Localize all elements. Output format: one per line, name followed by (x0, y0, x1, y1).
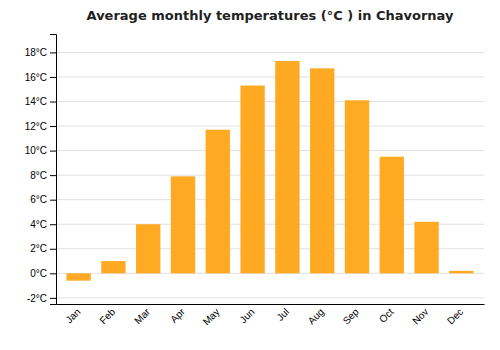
y-tick-label: 10°C (25, 145, 47, 156)
bar (136, 224, 160, 273)
bars (66, 61, 473, 281)
plot: -2°C 0°C 2°C 4°C 6°C 8°C 10°C 12°C 14°C 16°C 18°C J… (25, 35, 485, 328)
x-tick-label: Aug (306, 306, 326, 326)
y-tick: 0°C (30, 268, 56, 279)
grid-line (56, 175, 484, 176)
y-tick: 16°C (25, 72, 56, 83)
x-tick: Jun (237, 306, 256, 325)
grid (56, 52, 484, 297)
bar (449, 271, 473, 273)
y-tick: 18°C (25, 47, 56, 58)
y-tick-label: 2°C (30, 243, 47, 254)
y-tick: 12°C (25, 121, 56, 132)
y-tick-label: 6°C (30, 194, 47, 205)
bar (310, 68, 334, 273)
y-tick-label: 12°C (25, 121, 47, 132)
y-tick-mark (50, 52, 56, 53)
y-tick-mark (50, 249, 56, 250)
grid-line (56, 52, 484, 53)
y-tick-mark (50, 77, 56, 78)
y-tick-mark (50, 298, 56, 299)
x-tick-label: Mar (132, 306, 152, 326)
x-tick: Jan (63, 306, 82, 325)
y-tick: 4°C (30, 219, 56, 230)
x-tick-label: Apr (168, 306, 187, 325)
y-tick-mark (50, 273, 56, 274)
y-tick: 2°C (30, 243, 56, 254)
bar (206, 130, 230, 274)
x-tick-label: Sep (341, 306, 362, 327)
y-tick-label: 18°C (25, 47, 47, 58)
x-tick-label: Jul (274, 306, 291, 323)
y-tick: -2°C (27, 293, 56, 304)
x-tick: Mar (132, 306, 152, 326)
y-tick-mark (50, 151, 56, 152)
title: Average monthly temperatures (°C ) in Ch… (87, 8, 454, 23)
x-tick-label: Oct (377, 306, 396, 325)
chart: -2°C 0°C 2°C 4°C 6°C 8°C 10°C 12°C 14°C 16°C 18°C J… (0, 0, 500, 350)
y-tick-mark (50, 224, 56, 225)
x-tick: Feb (97, 306, 117, 326)
x-tick: Sep (341, 306, 362, 327)
x-tick-label: Jun (237, 306, 256, 325)
grid-line (56, 199, 484, 200)
x-tick: Oct (377, 306, 396, 325)
x-tick: Nov (410, 306, 430, 326)
x-tick-label: Dec (445, 306, 465, 326)
y-axis-line (50, 35, 57, 305)
bar (345, 100, 369, 273)
y-tick-mark (50, 126, 56, 127)
y-tick: 14°C (25, 96, 56, 107)
y-tick: 6°C (30, 194, 56, 205)
bar (240, 86, 264, 274)
x-tick-label: May (201, 306, 222, 327)
x-axis-line (57, 304, 485, 305)
y-tick-mark (50, 175, 56, 176)
bar (414, 222, 438, 274)
y-tick-label: 14°C (25, 96, 47, 107)
x-tick-label: Feb (97, 306, 117, 326)
x-axis: Jan Feb Mar Apr May Jun Jul Aug Sep Oct Nov Dec (57, 305, 485, 328)
bar (66, 273, 90, 280)
x-tick: Apr (168, 306, 187, 325)
grid-line (56, 76, 484, 77)
y-tick-label: 4°C (30, 219, 47, 230)
y-tick-label: 16°C (25, 72, 47, 83)
y-tick: 10°C (25, 145, 56, 156)
y-tick-label: 8°C (30, 170, 47, 181)
y-tick: 8°C (30, 170, 56, 181)
bar (171, 176, 195, 273)
bar (380, 157, 404, 274)
x-tick-label: Jan (63, 306, 82, 325)
grid-line (56, 101, 484, 102)
y-axis: -2°C 0°C 2°C 4°C 6°C 8°C 10°C 12°C 14°C 16°C 18°C (25, 35, 57, 305)
y-tick-mark (50, 200, 56, 201)
grid-line (56, 297, 484, 298)
x-tick: Dec (445, 306, 465, 326)
bar (101, 261, 125, 273)
y-tick-label: -2°C (27, 293, 47, 304)
grid-line (56, 126, 484, 127)
x-tick: May (201, 306, 222, 327)
y-tick-mark (50, 102, 56, 103)
x-tick: Aug (306, 306, 326, 326)
y-tick-label: 0°C (30, 268, 47, 279)
x-tick-label: Nov (410, 306, 430, 326)
x-tick: Jul (274, 306, 291, 323)
grid-line (56, 150, 484, 151)
bar (275, 61, 299, 273)
